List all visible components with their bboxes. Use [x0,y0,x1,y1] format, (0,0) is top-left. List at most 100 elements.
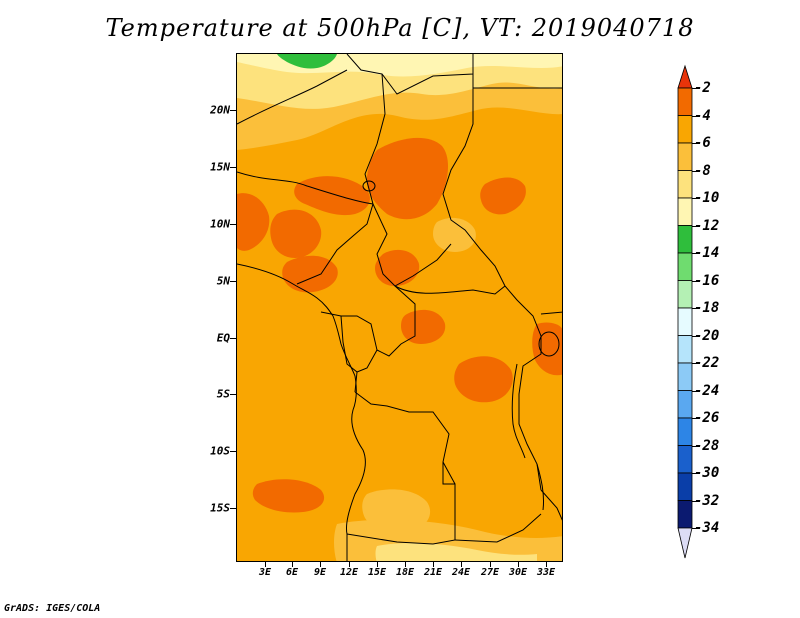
colorbar-segment [677,307,693,336]
pale-patch-bottom [375,543,537,561]
lat-label: 10S [210,444,230,458]
lat-label: 5S [216,387,230,401]
colorbar-label: -14 [694,245,720,261]
lat-label: EQ [216,331,230,345]
border-angola-zambia [432,462,456,545]
lat-tick [230,110,236,111]
lat-label: 15S [210,501,230,515]
colorbar-label: -32 [694,492,720,509]
colorbar-segment [677,417,693,446]
lat-label: 15N [210,160,230,174]
lat-tick [230,451,236,452]
lat-label: 10N [210,217,230,231]
lat-tick [230,167,236,168]
colorbar-tick [692,335,698,337]
border-chad-car [372,203,452,287]
border-congo-drc [376,285,416,357]
border-zambia-south [454,513,542,543]
lon-label: 12E [339,567,359,578]
colorbar-label: -24 [694,382,720,399]
lat-tick [230,508,236,509]
lon-label: 15E [367,567,387,578]
border-uganda-kenya [540,311,562,315]
map-svg [237,54,562,561]
colorbar-segment [677,445,693,474]
lon-label: 6E [285,567,299,578]
colorbar-label: -16 [694,272,720,289]
warm-patch-sudan [480,177,526,215]
colorbar-label: -2 [694,80,711,96]
border-angola-namibia [346,533,434,545]
colorbar-segment [677,225,693,254]
lake-tanganyika [511,363,526,459]
colorbar-bottom-arrow [677,527,693,559]
lon-tick [433,562,434,567]
lat-label: 5N [216,274,230,288]
lake-chad [362,180,376,192]
warm-patch-nigeria [270,209,322,258]
colorbar-segment [677,472,693,501]
colorbar-label: -10 [694,190,720,206]
colorbar-segment [677,115,693,144]
lake-malawi [536,463,544,511]
colorbar-label: -28 [694,437,720,454]
lon-label: 9E [313,567,327,578]
warm-patch-congo [401,309,446,344]
colorbar-segment [677,500,693,529]
colorbar-label: -22 [694,355,720,371]
border-algeria-niger [237,69,348,125]
light-patch-sahel [433,217,476,252]
warm-patch-east [532,322,562,376]
colorbar-tick [692,253,698,254]
footer-credit: GrADS: IGES/COLA [4,603,101,614]
lon-tick [490,562,491,567]
lat-tick [230,281,236,282]
lat-tick [230,224,236,225]
lon-tick [461,562,462,567]
warm-patch-chad [366,137,449,220]
border-niger-nigeria [237,171,374,205]
lon-tick [349,562,350,567]
warm-patch-coast [282,255,338,293]
colorbar-tick [692,308,698,309]
warm-patch-niger [294,176,370,216]
colorbar-label: -34 [694,520,720,536]
lon-tick [265,562,266,567]
border-gabon-congo [340,315,358,393]
border-chad-sudan [442,74,506,287]
lon-tick [292,562,293,567]
colorbar-label: -6 [694,135,711,151]
border-niger-chad [364,73,386,205]
colorbar-label: -8 [694,162,711,179]
lon-tick [377,562,378,567]
colorbar-tick [692,390,698,392]
colorbar-tick [692,280,698,282]
lon-label: 24E [451,567,471,578]
lon-label: 33E [536,567,556,578]
lat-label: 20N [210,103,230,117]
colorbar [677,64,693,559]
map-panel [236,53,563,562]
lon-label: 21E [423,567,443,578]
colorbar-tick [692,143,698,144]
lon-tick [546,562,547,567]
lat-tick [230,394,236,395]
colorbar-tick [692,528,698,529]
country-borders [237,54,562,545]
colorbar-tick [692,88,698,89]
colorbar-segment [677,362,693,391]
lon-tick [405,562,406,567]
lon-label: 27E [480,567,500,578]
colorbar-segment [677,142,693,171]
colorbar-segment [677,252,693,281]
colorbar-tick [692,418,698,419]
colorbar-tick [692,198,698,199]
colorbar-label: -26 [694,410,720,426]
colorbar-segment [677,390,693,419]
colorbar-tick [692,500,698,502]
colorbar-label: -20 [694,327,720,344]
colorbar-segment [677,280,693,309]
warm-patch-south [252,479,325,513]
chart-title: Temperature at 500hPa [C], VT: 201904071… [105,14,695,42]
border-nigeria-cameroon [296,203,374,285]
